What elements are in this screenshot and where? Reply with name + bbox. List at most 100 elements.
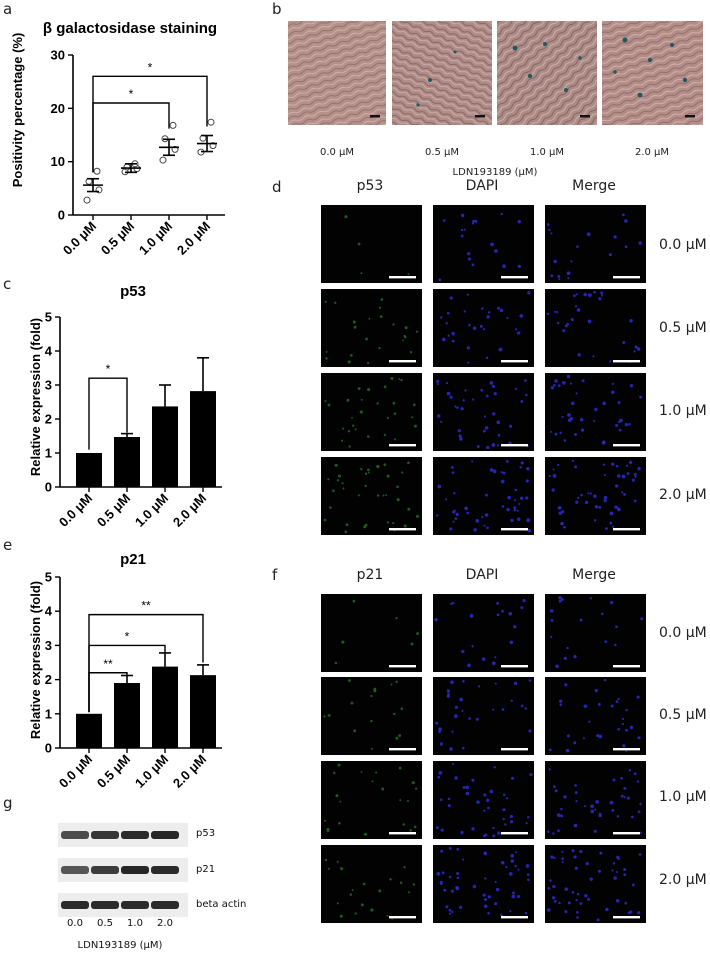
blot-band [121,831,149,839]
if-image-r0-c1 [433,594,534,672]
if-image-r3-c1 [433,457,534,535]
scale-bar [501,276,528,279]
y-tick-label: 1 [45,446,52,461]
panel-b-label-2: 1.0 μM [530,147,564,158]
scale-bar [389,444,416,447]
significance-label: * [148,60,153,74]
significance-label: ** [141,599,151,613]
x-tick-label: 0.0 μM [56,491,95,530]
scale-bar [389,916,416,919]
significance-label: * [106,362,111,376]
y-tick-label: 0 [58,208,65,223]
scale-bar [370,115,380,118]
blot-band [91,866,119,874]
panel-d-row-0: 0.0 μM [659,237,707,253]
panel-g-western-blot: p53 p21 beta actin 0.0 0.5 1.0 2.0 LDN19… [58,823,246,951]
data-point [169,121,177,129]
panel-f-row-2: 1.0 μM [659,789,707,805]
panel-d-row-2: 1.0 μM [659,403,707,419]
significance-bracket [88,377,128,450]
y-tick-label: 4 [45,604,53,619]
panel-letter-a: a [3,0,12,18]
scale-bar [685,115,695,118]
panel-b-micrographs: 0.0 μM 0.5 μM 1.0 μM 2.0 μM LDN193189 (μ… [288,21,703,178]
if-image-r2-c0 [321,373,422,451]
if-image-r3-c0 [321,845,422,923]
x-tick-label: 0.0 μM [60,219,99,258]
if-image-r1-c0 [321,289,422,367]
if-image-r1-c2 [545,289,646,367]
scale-bar [613,444,640,447]
panel-d-col-1: DAPI [466,178,499,194]
panel-letter-e: e [3,536,12,554]
scale-bar [389,276,416,279]
if-image-r0-c2 [545,205,646,283]
x-tick-label: 0.5 μM [98,219,137,258]
panel-f-col-0: p21 [357,567,384,583]
bar [152,666,178,748]
scale-bar [389,748,416,751]
blot-band [121,866,149,874]
x-tick-label: 1.0 μM [132,491,171,530]
panel-letter-f: f [272,566,278,584]
bar [152,406,178,487]
panel-letter-c: c [3,275,11,293]
chart-e-ylabel: Relative expression (fold) [28,581,43,739]
if-image-r1-c2 [545,677,646,755]
scale-bar [580,115,590,118]
bar [76,453,102,487]
wb-lane-0: 0.0 [67,918,83,929]
bar [76,713,102,748]
bar [114,437,140,487]
scale-bar [389,832,416,835]
blot-band [91,901,119,909]
he-image-3 [602,21,703,125]
chart-a-title: β galactosidase staining [43,20,217,37]
chart-e-title: p21 [120,551,146,568]
panel-b-label-3: 2.0 μM [635,147,669,158]
blot-strip-0 [58,823,188,847]
if-image-r2-c1 [433,761,534,839]
he-image-2 [497,21,597,125]
if-image-r2-c2 [545,373,646,451]
scale-bar [501,528,528,531]
chart-a-ylabel: Positivity percentage (%) [10,33,25,188]
y-tick-label: 1 [45,706,52,721]
data-point [207,118,215,126]
significance-bracket [88,613,204,713]
panel-b-xlabel: LDN193189 (μM) [453,167,538,178]
blot-band [121,901,149,909]
scale-bar [501,665,528,668]
if-image-r0-c2 [545,594,646,672]
panel-f-col-1: DAPI [466,567,499,583]
panel-f-row-0: 0.0 μM [659,625,707,641]
scale-bar [613,276,640,279]
significance-bracket [92,102,170,173]
blot-strip-2 [58,893,188,917]
blot-strip-1 [58,858,188,882]
scale-bar [475,115,485,118]
blot-band [151,866,179,874]
x-tick-label: 0.5 μM [94,491,133,530]
x-tick-label: 0.0 μM [56,752,95,791]
panel-f-col-2: Merge [572,567,616,583]
wb-label-beta-actin: beta actin [196,899,246,910]
blot-band [61,831,89,839]
if-image-r2-c0 [321,761,422,839]
blot-band [91,831,119,839]
bar [190,391,216,487]
significance-label: * [129,87,134,101]
y-tick-label: 2 [45,672,52,687]
chart-c-ylabel: Relative expression (fold) [28,318,43,476]
if-image-r3-c2 [545,845,646,923]
data-point [83,196,91,204]
scale-bar [613,360,640,363]
if-image-r0-c0 [321,205,422,283]
wb-lane-3: 2.0 [157,918,173,929]
panel-f-row-3: 2.0 μM [659,872,707,888]
scale-bar [501,832,528,835]
y-tick-label: 4 [45,344,53,359]
panel-d-col-2: Merge [572,178,616,194]
